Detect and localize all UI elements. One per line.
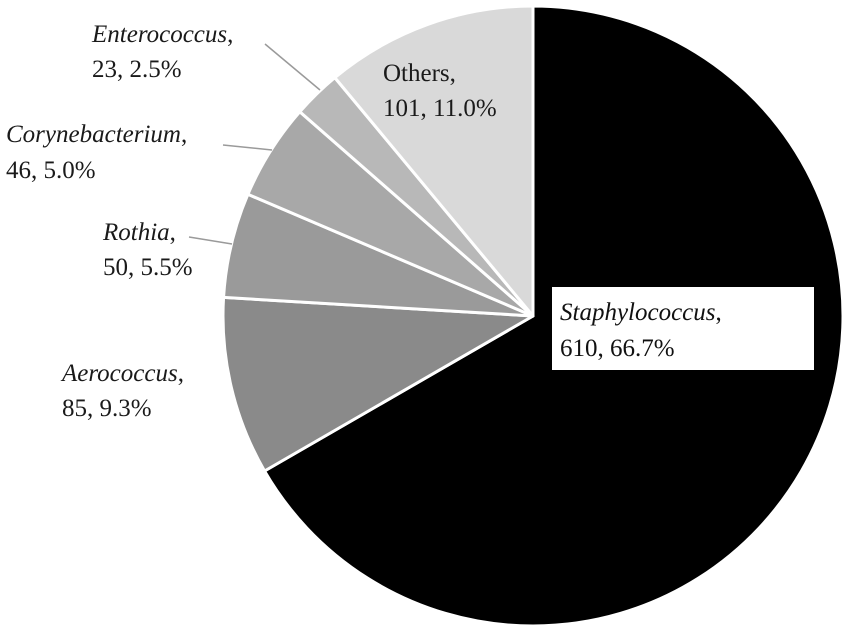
slice-label-name-enterococcus: Enterococcus, xyxy=(91,21,233,48)
slice-name-comma: , xyxy=(181,121,187,148)
slice-label-name-corynebacterium: Corynebacterium, xyxy=(6,121,187,148)
slice-name-comma: , xyxy=(450,60,456,87)
slice-label-value-staphylococcus: 610, 66.7% xyxy=(560,335,675,362)
slice-label-value-rothia: 50, 5.5% xyxy=(103,254,193,281)
slice-label-name-others: Others, xyxy=(383,60,456,87)
leader-line-corynebacterium xyxy=(222,144,273,151)
leader-lines xyxy=(188,43,321,245)
slice-name-comma: , xyxy=(227,21,233,48)
slice-label-name-rothia: Rothia, xyxy=(102,219,176,246)
slice-label-value-others: 101, 11.0% xyxy=(383,95,497,122)
slice-label-value-corynebacterium: 46, 5.0% xyxy=(6,157,96,184)
slice-label-value-enterococcus: 23, 2.5% xyxy=(92,56,182,83)
slice-name-comma: , xyxy=(178,360,184,387)
slice-label-name-aerococcus: Aerococcus, xyxy=(60,360,184,387)
pie-slice-aerococcus xyxy=(221,295,535,473)
slice-name-staphylococcus: Staphylococcus xyxy=(560,299,716,326)
slice-name-others: Others xyxy=(383,60,450,87)
staphylococcus-label-box xyxy=(552,287,814,370)
leader-line-rothia xyxy=(188,236,233,245)
slice-name-rothia: Rothia xyxy=(102,219,170,246)
slice-name-comma: , xyxy=(170,219,176,246)
slice-labels: Staphylococcus, 610, 66.7% Aerococcus, 85, … xyxy=(6,21,722,422)
slice-label-value-aerococcus: 85, 9.3% xyxy=(62,395,152,422)
slice-name-comma: , xyxy=(716,299,722,326)
slice-name-corynebacterium: Corynebacterium xyxy=(6,121,181,148)
pie-slice-others xyxy=(333,4,535,318)
slice-label-name-staphylococcus: Staphylococcus, xyxy=(560,299,722,326)
slice-name-aerococcus: Aerococcus xyxy=(60,360,178,387)
slice-name-enterococcus: Enterococcus xyxy=(91,21,227,48)
leader-line-enterococcus xyxy=(264,43,321,91)
